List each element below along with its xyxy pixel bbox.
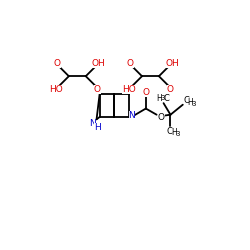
Text: C: C xyxy=(184,96,190,105)
Text: O: O xyxy=(94,85,101,94)
Text: HO: HO xyxy=(49,85,62,94)
Text: C: C xyxy=(166,127,172,136)
Text: 3: 3 xyxy=(176,131,180,137)
Text: OH: OH xyxy=(165,58,179,68)
Text: HO: HO xyxy=(122,85,136,94)
Text: O: O xyxy=(142,88,149,97)
Text: O: O xyxy=(167,85,174,94)
Text: H: H xyxy=(156,94,162,103)
Text: H: H xyxy=(171,128,177,137)
Text: OH: OH xyxy=(92,58,106,68)
Text: H: H xyxy=(94,122,101,132)
Text: N: N xyxy=(89,120,96,128)
Text: H: H xyxy=(188,98,193,107)
Text: 3: 3 xyxy=(160,95,165,101)
Text: 3: 3 xyxy=(191,101,196,107)
Text: O: O xyxy=(158,113,165,122)
Text: O: O xyxy=(54,58,61,68)
Text: O: O xyxy=(127,58,134,68)
Text: N: N xyxy=(128,111,135,120)
Text: C: C xyxy=(164,94,170,103)
